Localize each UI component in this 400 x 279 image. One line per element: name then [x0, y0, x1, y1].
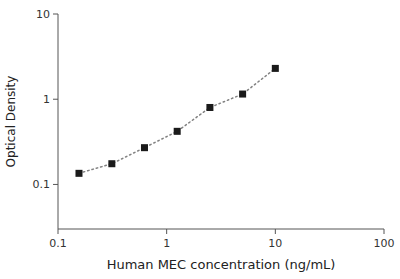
y-tick-label: 10	[36, 8, 50, 21]
data-point	[75, 170, 82, 177]
data-point	[108, 160, 115, 167]
y-tick-label: 0.1	[33, 178, 51, 191]
y-tick	[53, 14, 58, 15]
data-point	[174, 128, 181, 135]
plot-area	[75, 65, 278, 177]
x-tick-label: 0.1	[49, 237, 67, 250]
data-point	[206, 104, 213, 111]
y-axis-label: Optical Density	[4, 76, 18, 168]
y-axis-line	[58, 14, 59, 229]
y-tick-label: 1	[43, 93, 50, 106]
data-point	[239, 91, 246, 98]
y-tick	[53, 99, 58, 100]
x-axis-label: Human MEC concentration (ng/mL)	[107, 257, 336, 272]
x-axis-line	[58, 229, 384, 230]
x-tick-label: 1	[163, 237, 170, 250]
x-tick-label: 10	[268, 237, 282, 250]
y-tick	[53, 184, 58, 185]
x-tick	[384, 229, 385, 234]
data-point	[141, 144, 148, 151]
x-tick	[166, 229, 167, 234]
chart: 0.1 1 10 100 0.1 1 10 Human MEC concentration (…	[0, 0, 400, 279]
data-point	[272, 65, 279, 72]
x-tick-label: 100	[374, 237, 395, 250]
x-tick	[275, 229, 276, 234]
data-line	[79, 68, 275, 173]
x-tick	[58, 229, 59, 234]
